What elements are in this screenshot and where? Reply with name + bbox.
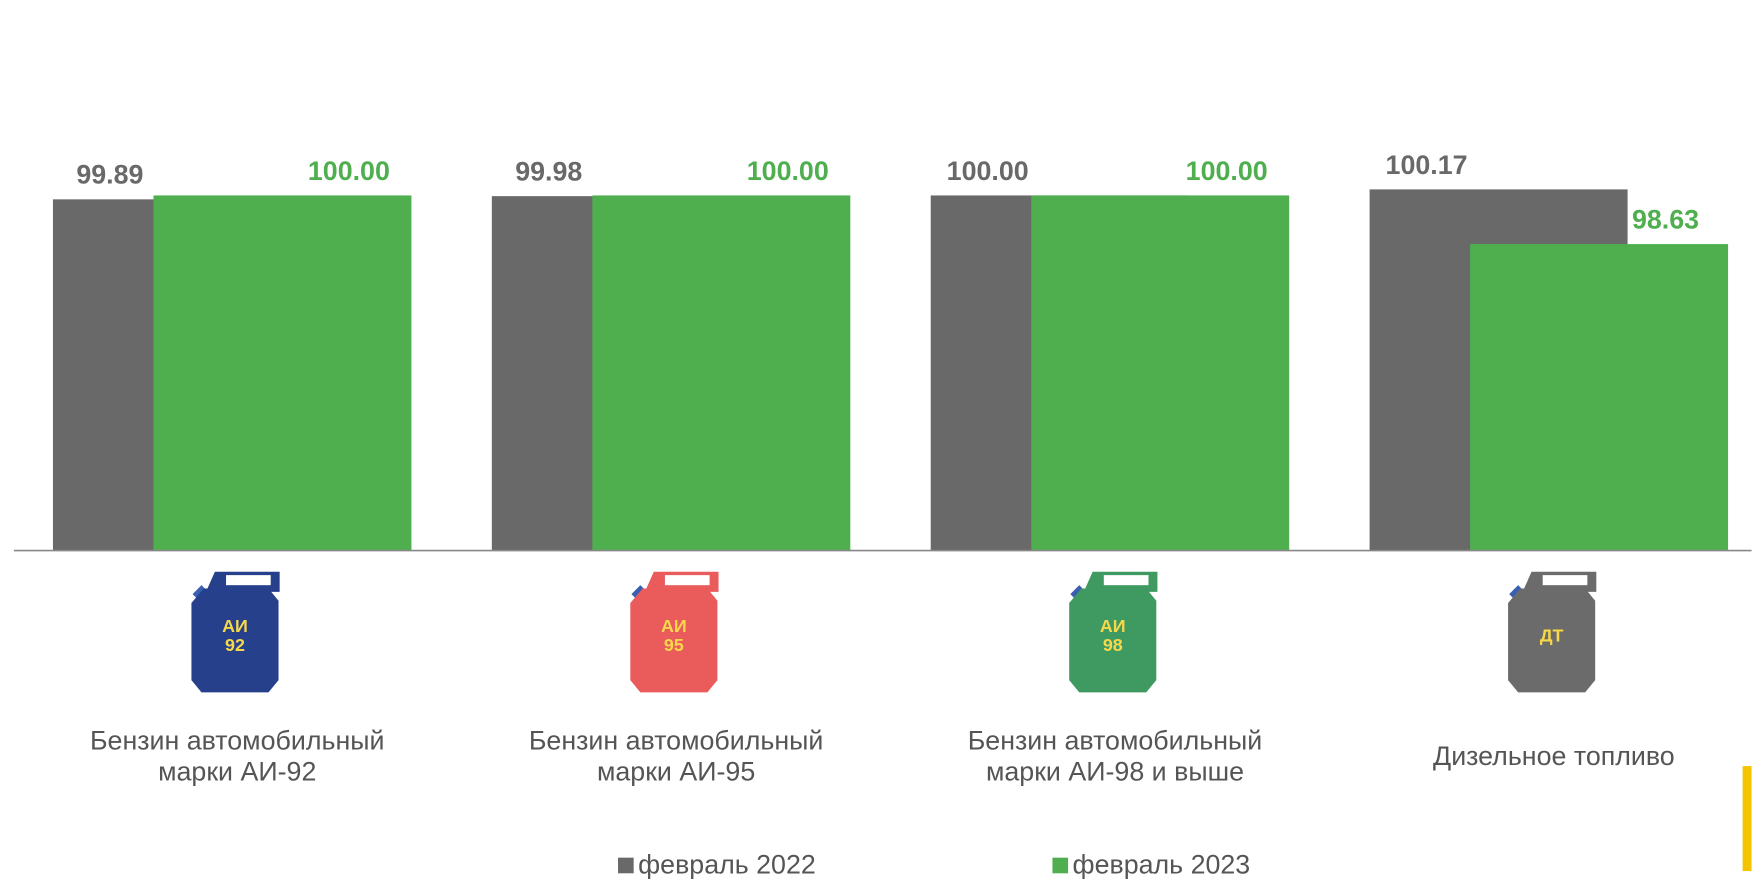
icon-body [1508,588,1596,693]
category-label-box: Дизельное топливо [1433,741,1675,772]
category-label-box: Бензин автомобильный марки АИ-98 и выше [967,725,1263,788]
icon-label: ДТ [1540,625,1564,645]
icon-body [630,588,718,693]
icon-handle-hole [1542,575,1588,586]
icon-body [1069,588,1157,693]
icon-label: 92 [225,635,245,655]
icon-label: АИ [1100,616,1126,636]
category-label: Бензин автомобильный марки АИ-92 [89,725,385,788]
icon-label: 95 [664,635,684,655]
icon-body [191,588,279,693]
bar [592,195,851,551]
legend-label: февраль 2022 [638,850,816,880]
decor-bar [1742,766,1752,872]
value-label: 99.89 [76,160,143,190]
category-label: Бензин автомобильный марки АИ-95 [528,725,824,788]
value-label: 100.17 [1386,150,1468,180]
value-label: 100.00 [747,156,829,186]
category-label-box: Бензин автомобильный марки АИ-92 [89,725,385,788]
legend-label: февраль 2023 [1073,850,1251,880]
legend-swatch [1052,857,1069,874]
value-label: 98.63 [1632,204,1699,234]
value-label: 100.00 [1186,156,1268,186]
icon-handle-hole [1103,575,1149,586]
fuel-icon: ДТ [1508,571,1597,693]
value-label: 99.98 [515,157,582,187]
value-label: 100.00 [947,156,1029,186]
bar [1470,244,1729,551]
icon-label: АИ [661,616,687,636]
category-label: Бензин автомобильный марки АИ-98 и выше [967,725,1263,788]
bar [1031,195,1290,551]
bar [153,195,412,551]
value-label: 100.00 [308,156,390,186]
category-label-box: Бензин автомобильный марки АИ-95 [528,725,824,788]
icon-handle-hole [664,575,710,586]
legend-swatch [618,857,634,874]
icon-label: 98 [1103,635,1123,655]
icon-label: АИ [222,616,248,636]
icon-handle-hole [226,575,271,586]
category-label: Дизельное топливо [1433,741,1675,772]
